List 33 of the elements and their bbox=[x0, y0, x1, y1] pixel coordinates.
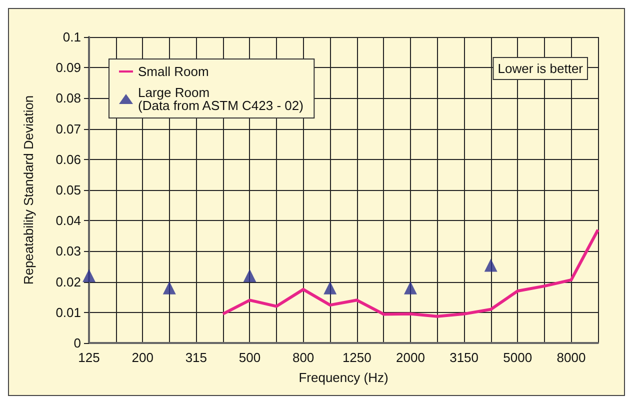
x-tick-label: 200 bbox=[132, 350, 154, 365]
x-tick-label: 8000 bbox=[556, 350, 586, 365]
x-tick-label: 125 bbox=[78, 350, 100, 365]
y-tick-label: 0.1 bbox=[62, 30, 81, 44]
x-tick-label: 800 bbox=[292, 350, 314, 365]
x-tick-label: 3150 bbox=[450, 350, 479, 365]
point bbox=[324, 281, 337, 294]
y-tick-label: 0.03 bbox=[56, 244, 81, 259]
annotation: Lower is better bbox=[498, 61, 584, 76]
y-tick-label: 0.02 bbox=[56, 274, 81, 290]
point bbox=[243, 269, 256, 282]
y-tick-label: 0 bbox=[74, 336, 81, 350]
x-tick-label: 5000 bbox=[503, 350, 532, 365]
x-tick-label: 1250 bbox=[342, 350, 372, 365]
line-series bbox=[221, 228, 600, 318]
x-axis-title: Frequency (Hz) bbox=[298, 370, 388, 385]
point bbox=[162, 281, 176, 294]
y-tick-label: 0.07 bbox=[56, 121, 81, 136]
y-tick-label: 0.06 bbox=[56, 152, 81, 167]
legend-label: Small Room bbox=[138, 64, 209, 79]
point bbox=[82, 269, 96, 282]
y-tick-label: 0.09 bbox=[56, 60, 81, 76]
y-tick-label: 0.01 bbox=[56, 304, 81, 320]
point bbox=[404, 281, 417, 294]
x-tick-label: 315 bbox=[185, 350, 208, 365]
y-tick-label: 0.08 bbox=[56, 90, 81, 106]
y-tick-label: 0.04 bbox=[56, 213, 81, 228]
point bbox=[484, 258, 498, 272]
x-tick-label: 2000 bbox=[396, 350, 425, 365]
legend-label: Large Room (Data from ASTM C423 - 02) bbox=[138, 85, 304, 113]
x-tick-label: 500 bbox=[238, 350, 261, 365]
y-tick-label: 0.05 bbox=[56, 182, 81, 198]
y-axis-title: Repeatability Standard Deviation bbox=[21, 95, 36, 285]
